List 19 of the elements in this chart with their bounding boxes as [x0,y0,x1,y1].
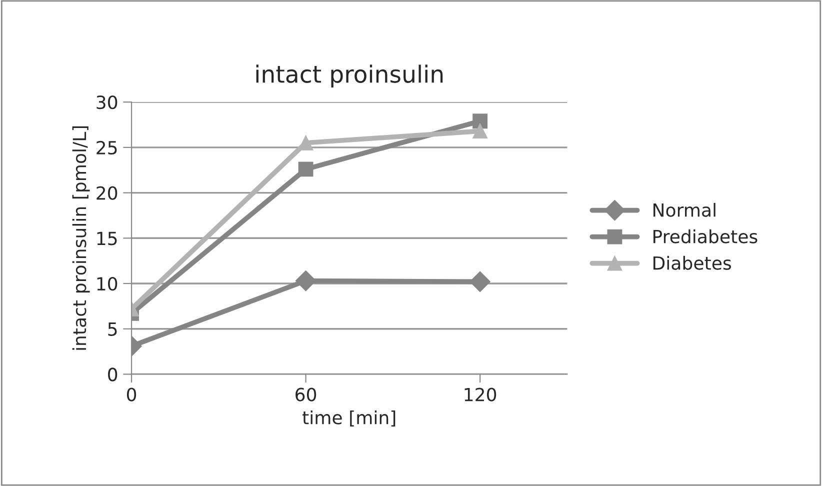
y-tick-label: 10 [97,276,118,291]
point [472,114,488,129]
y-tick-label: 5 [108,322,117,336]
x-tick-label: 0 [126,388,136,402]
y-tick-label: 0 [108,368,118,382]
y-tick-label: 25 [96,140,117,155]
chart-title: intact proinsulin [256,64,443,88]
y-tick-label: 15 [97,232,117,246]
y-tick-label: 30 [96,96,118,110]
point [472,124,488,139]
y-tick-label: 20 [96,186,118,200]
x-axis-title: time [min] [302,410,396,427]
y-axis-title: intact proinsulin [pmol/L] [72,126,90,350]
x-tick-label: 60 [296,388,316,402]
legend-label: Normal [654,202,716,217]
legend-label: Prediabetes [654,229,758,244]
legend-label: Diabetes [654,256,731,270]
point [470,271,490,292]
x-tick-label: 120 [464,388,496,402]
